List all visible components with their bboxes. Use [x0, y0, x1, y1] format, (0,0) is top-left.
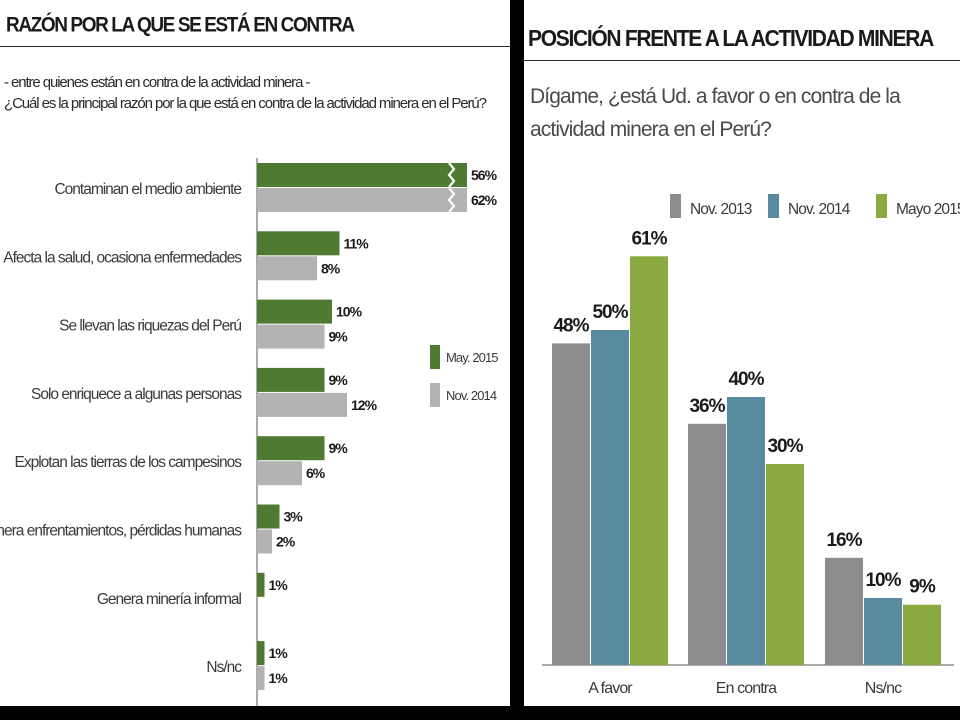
- bar: [257, 436, 325, 461]
- axis-break-mark: [447, 187, 456, 213]
- category-label: En contra: [716, 680, 777, 697]
- category-label: Explotan las tierras de los campesinos: [15, 454, 243, 471]
- data-label: 56%: [471, 167, 498, 183]
- data-label: 8%: [321, 260, 341, 276]
- vertical-bar-chart: Nov. 2013 Nov. 2014 Mayo 2015 48%50% 61% A fa…: [542, 194, 960, 697]
- legend-swatch: [430, 345, 440, 369]
- category-label: Genera enfrentamientos, pérdidas humanas: [0, 523, 242, 540]
- bar: [257, 324, 325, 349]
- bar: [688, 423, 726, 665]
- bar: [257, 504, 280, 529]
- data-label: 12%: [351, 397, 378, 413]
- bar: [903, 604, 941, 665]
- category-label: Se llevan las riquezas del Perú: [59, 318, 241, 335]
- data-label: 10%: [865, 570, 901, 591]
- left-chart-panel: RAZÓN POR LA QUE SE ESTÁ EN CONTRA - ent…: [0, 0, 510, 706]
- data-label: 2%: [276, 534, 296, 550]
- data-label: 9%: [909, 577, 936, 598]
- data-label: 6%: [306, 465, 326, 481]
- data-label: 9%: [329, 440, 349, 456]
- right-chart-question: Dígame, ¿está Ud. a favor o en contra de…: [530, 85, 901, 141]
- data-label: 30%: [767, 436, 803, 457]
- legend-swatch: [670, 194, 681, 218]
- bar: [630, 256, 668, 665]
- data-label: 1%: [269, 670, 289, 686]
- legend-label: Mayo 2015: [896, 201, 960, 218]
- legend-swatch: [876, 194, 887, 218]
- data-label: 1%: [269, 577, 289, 593]
- category-label: Genera minería informal: [97, 591, 242, 608]
- bar: [257, 461, 302, 486]
- bar: [591, 330, 629, 665]
- bar: [864, 598, 902, 665]
- category-label: Ns/nc: [206, 659, 242, 676]
- axis-break-mark: [447, 162, 456, 188]
- title-rule: [524, 60, 960, 61]
- bar: [257, 188, 467, 212]
- right-chart-title: POSICIÓN FRENTE A LA ACTIVIDAD MINERA: [528, 26, 934, 52]
- data-label: 62%: [471, 192, 498, 208]
- legend-label: Nov. 2014: [446, 388, 497, 403]
- data-label: 1%: [269, 645, 289, 661]
- bar: [257, 666, 265, 691]
- data-label: 48%: [553, 315, 589, 336]
- legend-label: May. 2015: [446, 350, 498, 365]
- bar: [257, 641, 265, 666]
- category-label: Ns/nc: [865, 680, 902, 697]
- bar: [257, 231, 340, 256]
- legend-label: Nov. 2014: [788, 201, 851, 218]
- data-label: 3%: [284, 509, 304, 525]
- left-chart-title: RAZÓN POR LA QUE SE ESTÁ EN CONTRA: [6, 14, 355, 38]
- bar: [552, 343, 590, 665]
- data-label: 50%: [592, 302, 628, 323]
- category-label: Solo enriquece a algunas personas: [31, 386, 242, 403]
- bar: [257, 572, 265, 597]
- legend-label: Nov. 2013: [690, 201, 752, 218]
- data-label: 11%: [344, 235, 370, 251]
- bar: [257, 163, 467, 187]
- data-label: 40%: [728, 369, 764, 390]
- category-label: A favor: [588, 680, 633, 697]
- data-label: 16%: [826, 530, 862, 551]
- bar: [257, 367, 325, 392]
- legend-swatch: [430, 383, 440, 407]
- bar: [257, 529, 272, 554]
- horizontal-bar-chart: Contaminan el medio ambiente 56% 62% Afecta…: [0, 158, 499, 706]
- category-label: Afecta la salud, ocasiona enfermedades: [3, 249, 242, 266]
- left-chart-subtitle: - entre quienes están en contra de la ac…: [4, 74, 310, 91]
- bar: [257, 392, 347, 417]
- bar: [257, 299, 332, 324]
- title-rule: [0, 46, 510, 47]
- data-label: 10%: [336, 304, 363, 320]
- bar: [766, 464, 804, 665]
- data-label: 9%: [329, 372, 349, 388]
- category-label: Contaminan el medio ambiente: [54, 181, 241, 198]
- data-label: 61%: [631, 228, 667, 249]
- bar: [727, 397, 765, 665]
- data-label: 9%: [329, 329, 349, 345]
- data-label: 36%: [689, 396, 725, 417]
- left-chart-question: ¿Cuál es la principal razón por la que e…: [4, 95, 487, 112]
- bar: [825, 557, 863, 665]
- legend-swatch: [768, 194, 779, 218]
- right-chart-panel: POSICIÓN FRENTE A LA ACTIVIDAD MINERA Dí…: [524, 0, 960, 706]
- bar: [257, 256, 317, 281]
